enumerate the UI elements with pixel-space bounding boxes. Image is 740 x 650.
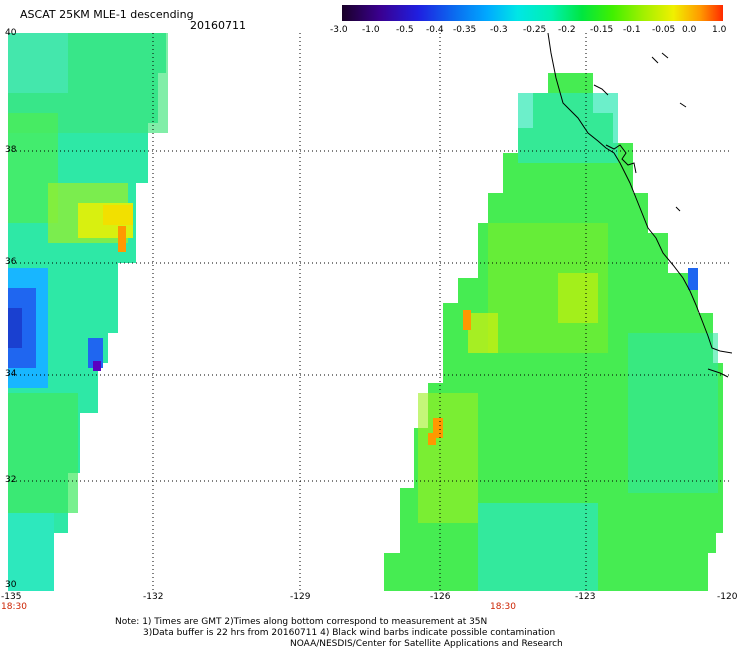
coastline-detail bbox=[605, 144, 637, 174]
colorbar-label: -0.5 bbox=[396, 25, 414, 35]
note-line-1: Note: 1) Times are GMT 2)Times along bot… bbox=[115, 617, 488, 627]
left-swath bbox=[8, 33, 168, 591]
colorbar-label: 1.0 bbox=[712, 25, 727, 35]
lon-label: -123 bbox=[575, 592, 596, 602]
colorbar-label: -0.05 bbox=[652, 25, 676, 35]
colorbar-label: -0.3 bbox=[490, 25, 508, 35]
colorbar-label: -0.4 bbox=[426, 25, 444, 35]
coastline-islands bbox=[593, 52, 729, 378]
lon-label: -129 bbox=[290, 592, 311, 602]
colorbar-label: -0.35 bbox=[453, 25, 477, 35]
lon-label: -120 bbox=[717, 592, 738, 602]
graticule bbox=[8, 33, 732, 591]
lat-label: 36 bbox=[5, 257, 17, 267]
time-label: 18:30 bbox=[1, 602, 27, 612]
color-scale-bar bbox=[342, 5, 723, 21]
colorbar-label: -1.0 bbox=[362, 25, 380, 35]
colorbar-label: 0.0 bbox=[682, 25, 697, 35]
map-date: 20160711 bbox=[190, 19, 246, 32]
lon-label: -126 bbox=[430, 592, 451, 602]
lat-label: 38 bbox=[5, 145, 17, 155]
colorbar-label: -0.15 bbox=[590, 25, 614, 35]
lon-label: -132 bbox=[143, 592, 164, 602]
map-title: ASCAT 25KM MLE-1 descending bbox=[20, 8, 194, 21]
colorbar-label: -0.1 bbox=[623, 25, 641, 35]
colorbar-label: -0.2 bbox=[558, 25, 576, 35]
lat-label: 30 bbox=[5, 580, 17, 590]
note-line-2: 3)Data buffer is 22 hrs from 20160711 4)… bbox=[143, 628, 556, 638]
colorbar-label: -0.25 bbox=[523, 25, 547, 35]
lon-label: -135 bbox=[1, 592, 22, 602]
colorbar-label: -3.0 bbox=[330, 25, 348, 35]
time-label: 18:30 bbox=[490, 602, 516, 612]
note-line-3: NOAA/NESDIS/Center for Satellite Applica… bbox=[290, 639, 563, 649]
lat-label: 40 bbox=[5, 28, 17, 38]
lat-label: 34 bbox=[5, 369, 17, 379]
lat-label: 32 bbox=[5, 475, 17, 485]
wind-map bbox=[8, 33, 732, 591]
coastline bbox=[547, 33, 732, 354]
